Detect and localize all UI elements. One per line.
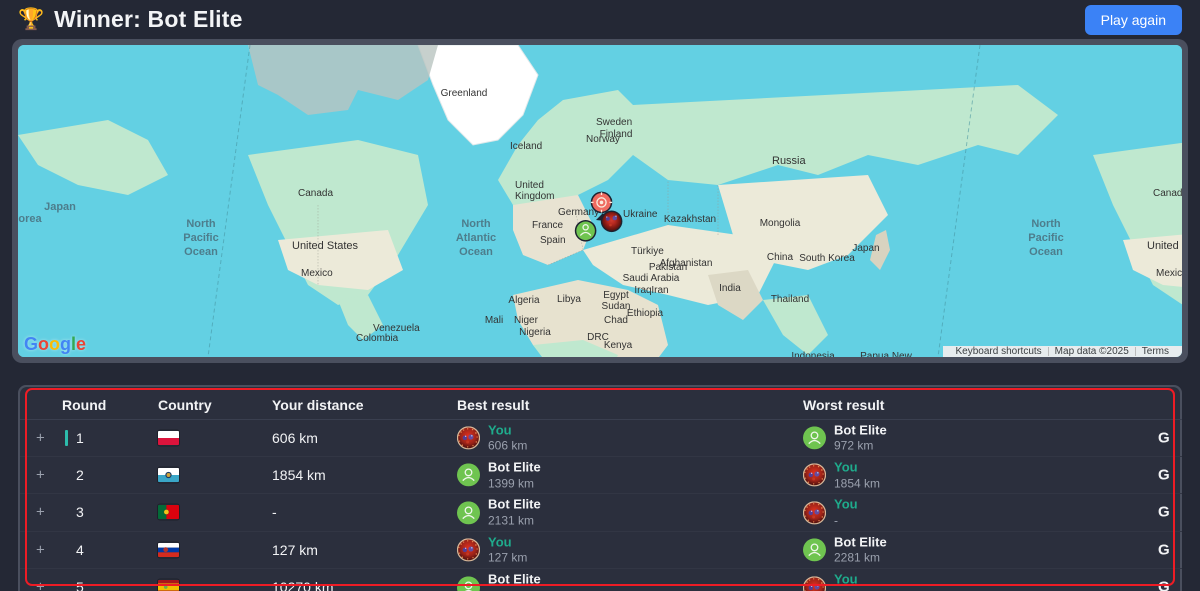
svg-text:Ethiopia: Ethiopia	[627, 308, 664, 319]
svg-text:Russia: Russia	[772, 155, 807, 167]
svg-text:Chad: Chad	[604, 315, 628, 326]
svg-text:United: United	[515, 180, 544, 191]
svg-text:India: India	[719, 283, 741, 294]
svg-text:Indonesia: Indonesia	[791, 351, 835, 357]
svg-text:Mexico: Mexico	[1156, 268, 1182, 279]
svg-text:orea: orea	[18, 213, 42, 225]
svg-text:Japan: Japan	[852, 243, 879, 254]
svg-text:Afghanistan: Afghanistan	[660, 258, 713, 269]
svg-text:Colombia: Colombia	[356, 333, 399, 344]
svg-text:Papua New: Papua New	[860, 351, 912, 357]
svg-text:Niger: Niger	[514, 315, 539, 326]
svg-text:Mexico: Mexico	[301, 268, 333, 279]
svg-text:Ocean: Ocean	[184, 246, 218, 258]
svg-text:Nigeria: Nigeria	[519, 327, 551, 338]
svg-text:Kazakhstan: Kazakhstan	[664, 214, 716, 225]
svg-text:Kingdom: Kingdom	[515, 191, 554, 202]
svg-text:Libya: Libya	[557, 294, 581, 305]
svg-text:North: North	[461, 218, 491, 230]
svg-text:Finland: Finland	[600, 129, 633, 140]
svg-text:Thailand: Thailand	[771, 294, 809, 305]
svg-text:United States: United States	[292, 240, 359, 252]
svg-text:Canada: Canada	[1153, 188, 1182, 199]
svg-text:Japan: Japan	[44, 201, 76, 213]
svg-text:Saudi Arabia: Saudi Arabia	[623, 273, 680, 284]
svg-text:United States: United States	[1147, 240, 1182, 252]
svg-text:Iceland: Iceland	[510, 141, 542, 152]
svg-text:Spain: Spain	[540, 235, 566, 246]
svg-text:Mali: Mali	[485, 315, 503, 326]
svg-text:Pacific: Pacific	[183, 232, 218, 244]
svg-text:North: North	[186, 218, 216, 230]
svg-text:Ocean: Ocean	[1029, 246, 1063, 258]
svg-text:Iran: Iran	[651, 285, 668, 296]
svg-text:Sweden: Sweden	[596, 117, 632, 128]
svg-text:Iraq: Iraq	[634, 285, 651, 296]
svg-text:Greenland: Greenland	[441, 88, 488, 99]
svg-text:Atlantic: Atlantic	[456, 232, 496, 244]
svg-text:Algeria: Algeria	[508, 295, 540, 306]
svg-text:Ocean: Ocean	[459, 246, 493, 258]
svg-text:North: North	[1031, 218, 1061, 230]
svg-text:Canada: Canada	[298, 188, 333, 199]
svg-text:Ukraine: Ukraine	[623, 209, 658, 220]
svg-text:Mongolia: Mongolia	[760, 218, 801, 229]
svg-text:France: France	[532, 220, 564, 231]
svg-text:DRC: DRC	[587, 332, 609, 343]
svg-text:South Korea: South Korea	[799, 253, 855, 264]
svg-text:China: China	[767, 252, 794, 263]
svg-text:Türkiye: Türkiye	[631, 246, 664, 257]
svg-text:Pacific: Pacific	[1028, 232, 1063, 244]
svg-text:Egypt: Egypt	[603, 290, 629, 301]
